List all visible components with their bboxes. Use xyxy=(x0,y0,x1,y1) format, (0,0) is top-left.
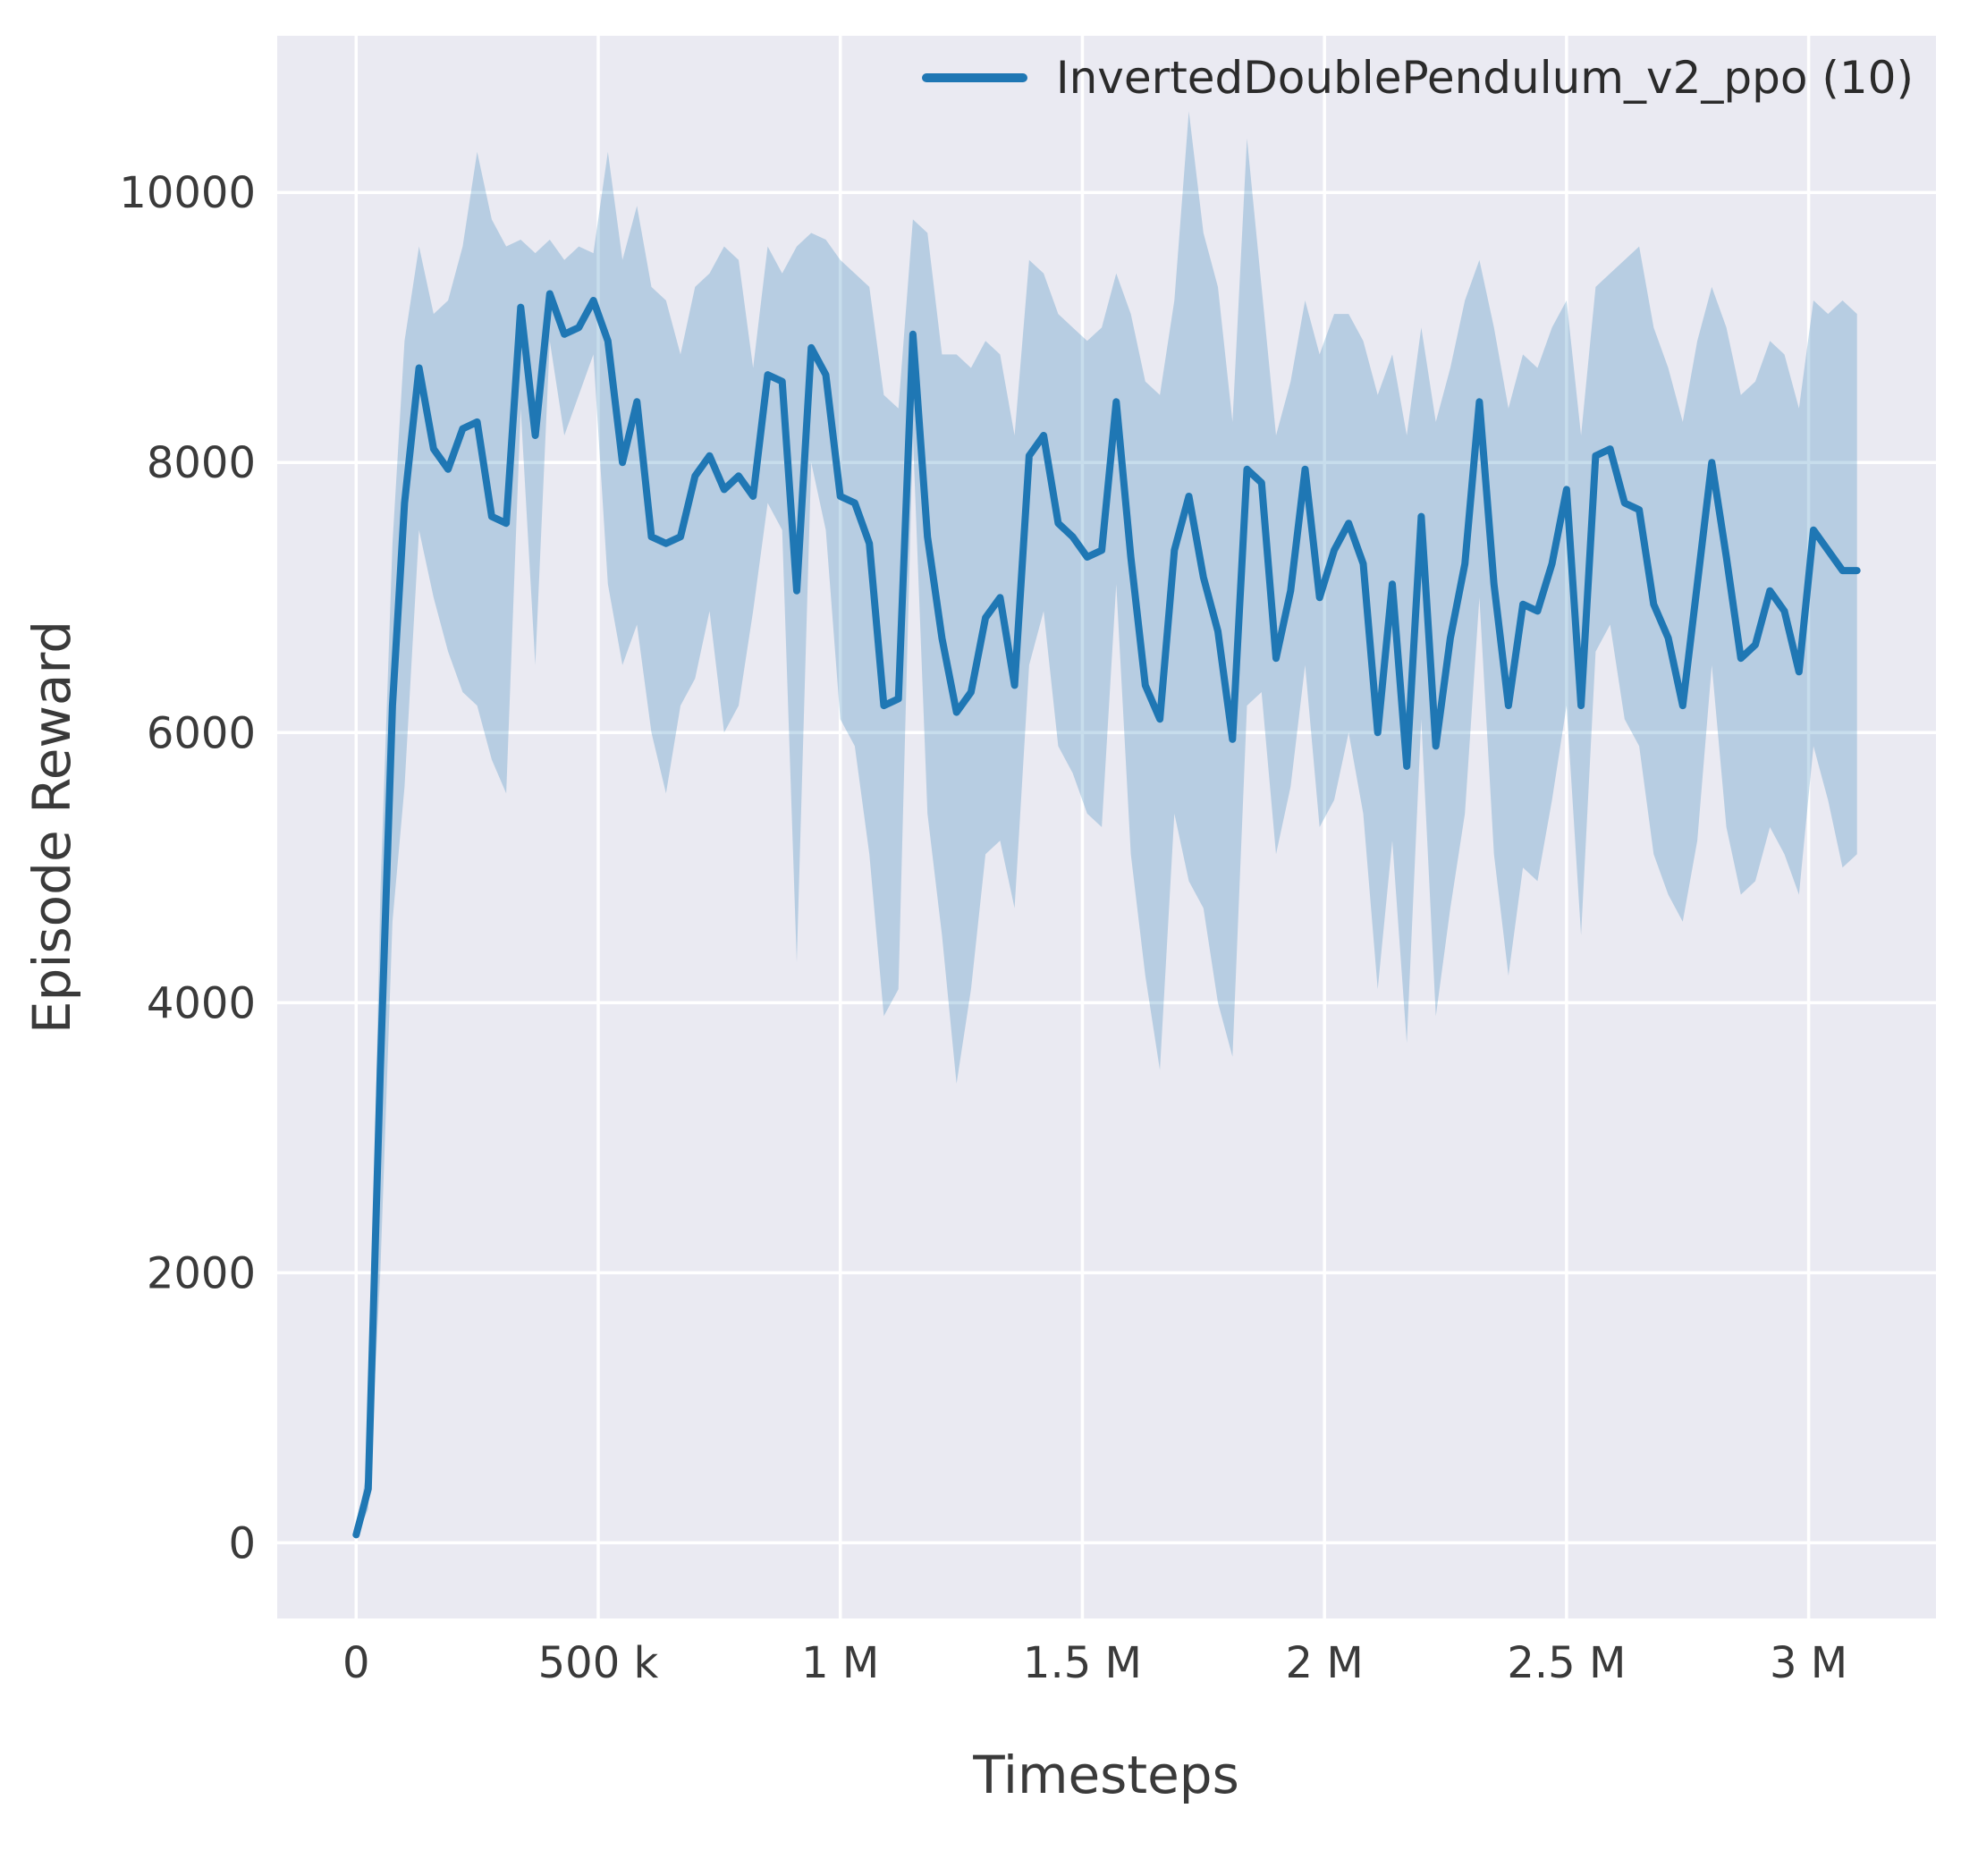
x-tick-label: 0 xyxy=(342,1638,370,1688)
x-axis-label: Timesteps xyxy=(973,1745,1239,1805)
legend: InvertedDoublePendulum_v2_ppo (10) xyxy=(921,52,1914,104)
x-tick-label: 1.5 M xyxy=(1023,1638,1142,1688)
x-tick-label: 1 M xyxy=(801,1638,879,1688)
y-tick-label: 4000 xyxy=(147,978,256,1028)
legend-swatch xyxy=(921,73,1027,82)
y-tick-label: 0 xyxy=(228,1518,256,1568)
mean-line xyxy=(352,290,1861,1539)
y-tick-label: 10000 xyxy=(119,168,256,218)
x-tick-label: 3 M xyxy=(1770,1638,1847,1688)
y-tick-label: 8000 xyxy=(147,438,256,488)
y-tick-label: 6000 xyxy=(147,708,256,758)
legend-label: InvertedDoublePendulum_v2_ppo (10) xyxy=(1055,52,1914,104)
x-tick-label: 2 M xyxy=(1286,1638,1364,1688)
y-tick-label: 2000 xyxy=(147,1248,256,1298)
y-axis-label: Episode Reward xyxy=(21,620,82,1035)
x-tick-label: 2.5 M xyxy=(1507,1638,1626,1688)
x-tick-label: 500 k xyxy=(538,1638,659,1688)
